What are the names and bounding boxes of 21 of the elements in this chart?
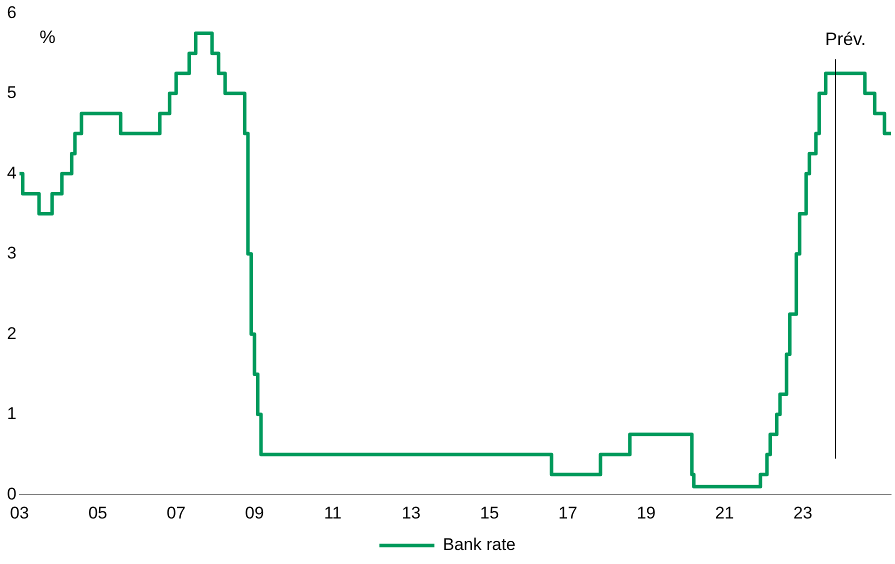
y-tick-label: 5 xyxy=(6,83,16,102)
x-tick-label: 17 xyxy=(558,503,578,522)
y-tick-label: 4 xyxy=(6,163,16,182)
x-tick-label: 03 xyxy=(10,503,29,522)
y-tick-label: 1 xyxy=(6,404,16,424)
x-tick-label: 13 xyxy=(402,503,421,522)
ref-line-label: Prév. xyxy=(825,29,866,50)
y-tick-label: 2 xyxy=(6,324,16,343)
legend-label: Bank rate xyxy=(442,535,516,554)
x-tick-label: 21 xyxy=(715,503,734,522)
y-axis-title: % xyxy=(39,27,56,48)
y-tick-label: 3 xyxy=(6,244,16,263)
x-tick-label: 15 xyxy=(480,503,499,522)
x-tick-label: 09 xyxy=(245,503,264,522)
y-tick-label: 6 xyxy=(6,2,16,22)
x-tick-label: 19 xyxy=(636,503,656,522)
x-tick-label: 11 xyxy=(324,503,342,522)
x-tick-label: 23 xyxy=(793,503,812,522)
y-tick-label: 0 xyxy=(6,484,16,504)
x-tick-label: 05 xyxy=(88,503,108,522)
x-tick-label: 07 xyxy=(166,503,186,522)
